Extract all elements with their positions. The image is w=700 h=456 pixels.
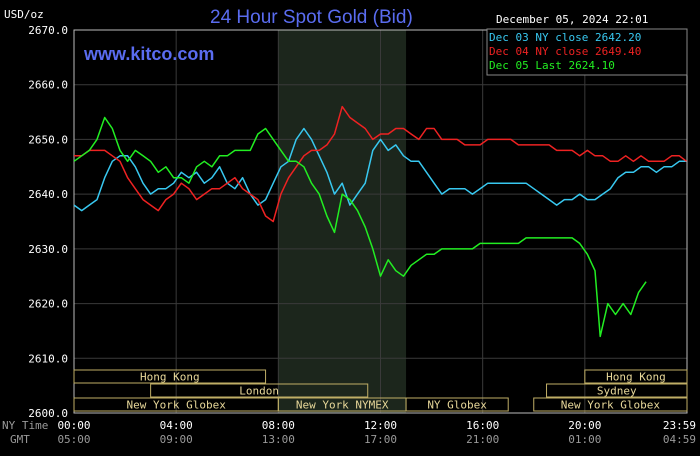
x-tick-label-gmt: 09:00: [160, 433, 193, 446]
y-tick-label: 2670.0: [28, 24, 68, 37]
y-tick-label: 2650.0: [28, 133, 68, 146]
price-series: [73, 105, 687, 338]
plot-frame: [73, 29, 688, 414]
session-label: New York NYMEX: [296, 399, 389, 412]
x-tick-label-ny: 04:00: [160, 419, 193, 432]
chart-title: 24 Hour Spot Gold (Bid): [210, 7, 413, 28]
session-label: NY Globex: [427, 399, 487, 412]
y-tick-label: 2660.0: [28, 79, 68, 92]
session-box: [546, 383, 688, 398]
gmt-label: GMT: [10, 433, 30, 446]
session-label: Hong Kong: [606, 371, 666, 384]
session-box: [73, 369, 267, 384]
session-box: [150, 383, 369, 398]
x-tick-label-gmt: 17:00: [364, 433, 397, 446]
x-tick-label-gmt: 13:00: [262, 433, 295, 446]
session-box: [584, 369, 688, 384]
y-axis-ticks: 2600.0 2610.0 2620.0 2630.0 2640.0 2650.0 2660…: [28, 24, 68, 420]
session-label: London: [239, 385, 279, 398]
y-tick-label: 2640.0: [28, 188, 68, 201]
site-url: www.kitco.com: [83, 44, 214, 64]
x-tick-label-ny: 00:00: [57, 419, 90, 432]
session-label: New York Globex: [561, 399, 661, 412]
x-tick-label-ny: 08:00: [262, 419, 295, 432]
series-line-1: [74, 105, 687, 223]
series-line-0: [73, 127, 687, 212]
legend-item-dec03: Dec 03 NY close 2642.20: [489, 31, 641, 44]
timestamp: December 05, 2024 22:01: [496, 13, 648, 26]
y-tick-label: 2620.0: [28, 298, 68, 311]
ny-time-label: NY Time: [2, 419, 48, 432]
unit-label: USD/oz: [4, 8, 44, 21]
x-tick-label-ny: 23:59: [663, 419, 696, 432]
session-label: New York Globex: [126, 399, 226, 412]
y-tick-label: 2600.0: [28, 407, 68, 420]
y-tick-label: 2630.0: [28, 243, 68, 256]
session-label: Sydney: [597, 385, 637, 398]
session-label: Hong Kong: [140, 371, 200, 384]
x-tick-label-gmt: 21:00: [466, 433, 499, 446]
legend-item-dec05: Dec 05 Last 2624.10: [489, 59, 615, 72]
x-tick-label-ny: 12:00: [364, 419, 397, 432]
legend: Dec 03 NY close 2642.20 Dec 04 NY close …: [486, 28, 688, 76]
legend-item-dec04: Dec 04 NY close 2649.40: [489, 45, 641, 58]
x-tick-label-gmt: 05:00: [57, 433, 90, 446]
legend-box: [486, 28, 688, 76]
x-tick-label-ny: 20:00: [568, 419, 601, 432]
x-tick-label-gmt: 01:00: [568, 433, 601, 446]
x-tick-label-ny: 16:00: [466, 419, 499, 432]
x-tick-label-gmt: 04:59: [663, 433, 696, 446]
y-tick-label: 2610.0: [28, 352, 68, 365]
session-box: [533, 397, 688, 412]
series-line-2: [73, 116, 647, 338]
session-box: [405, 397, 509, 412]
nymex-session-shade: [278, 30, 407, 413]
